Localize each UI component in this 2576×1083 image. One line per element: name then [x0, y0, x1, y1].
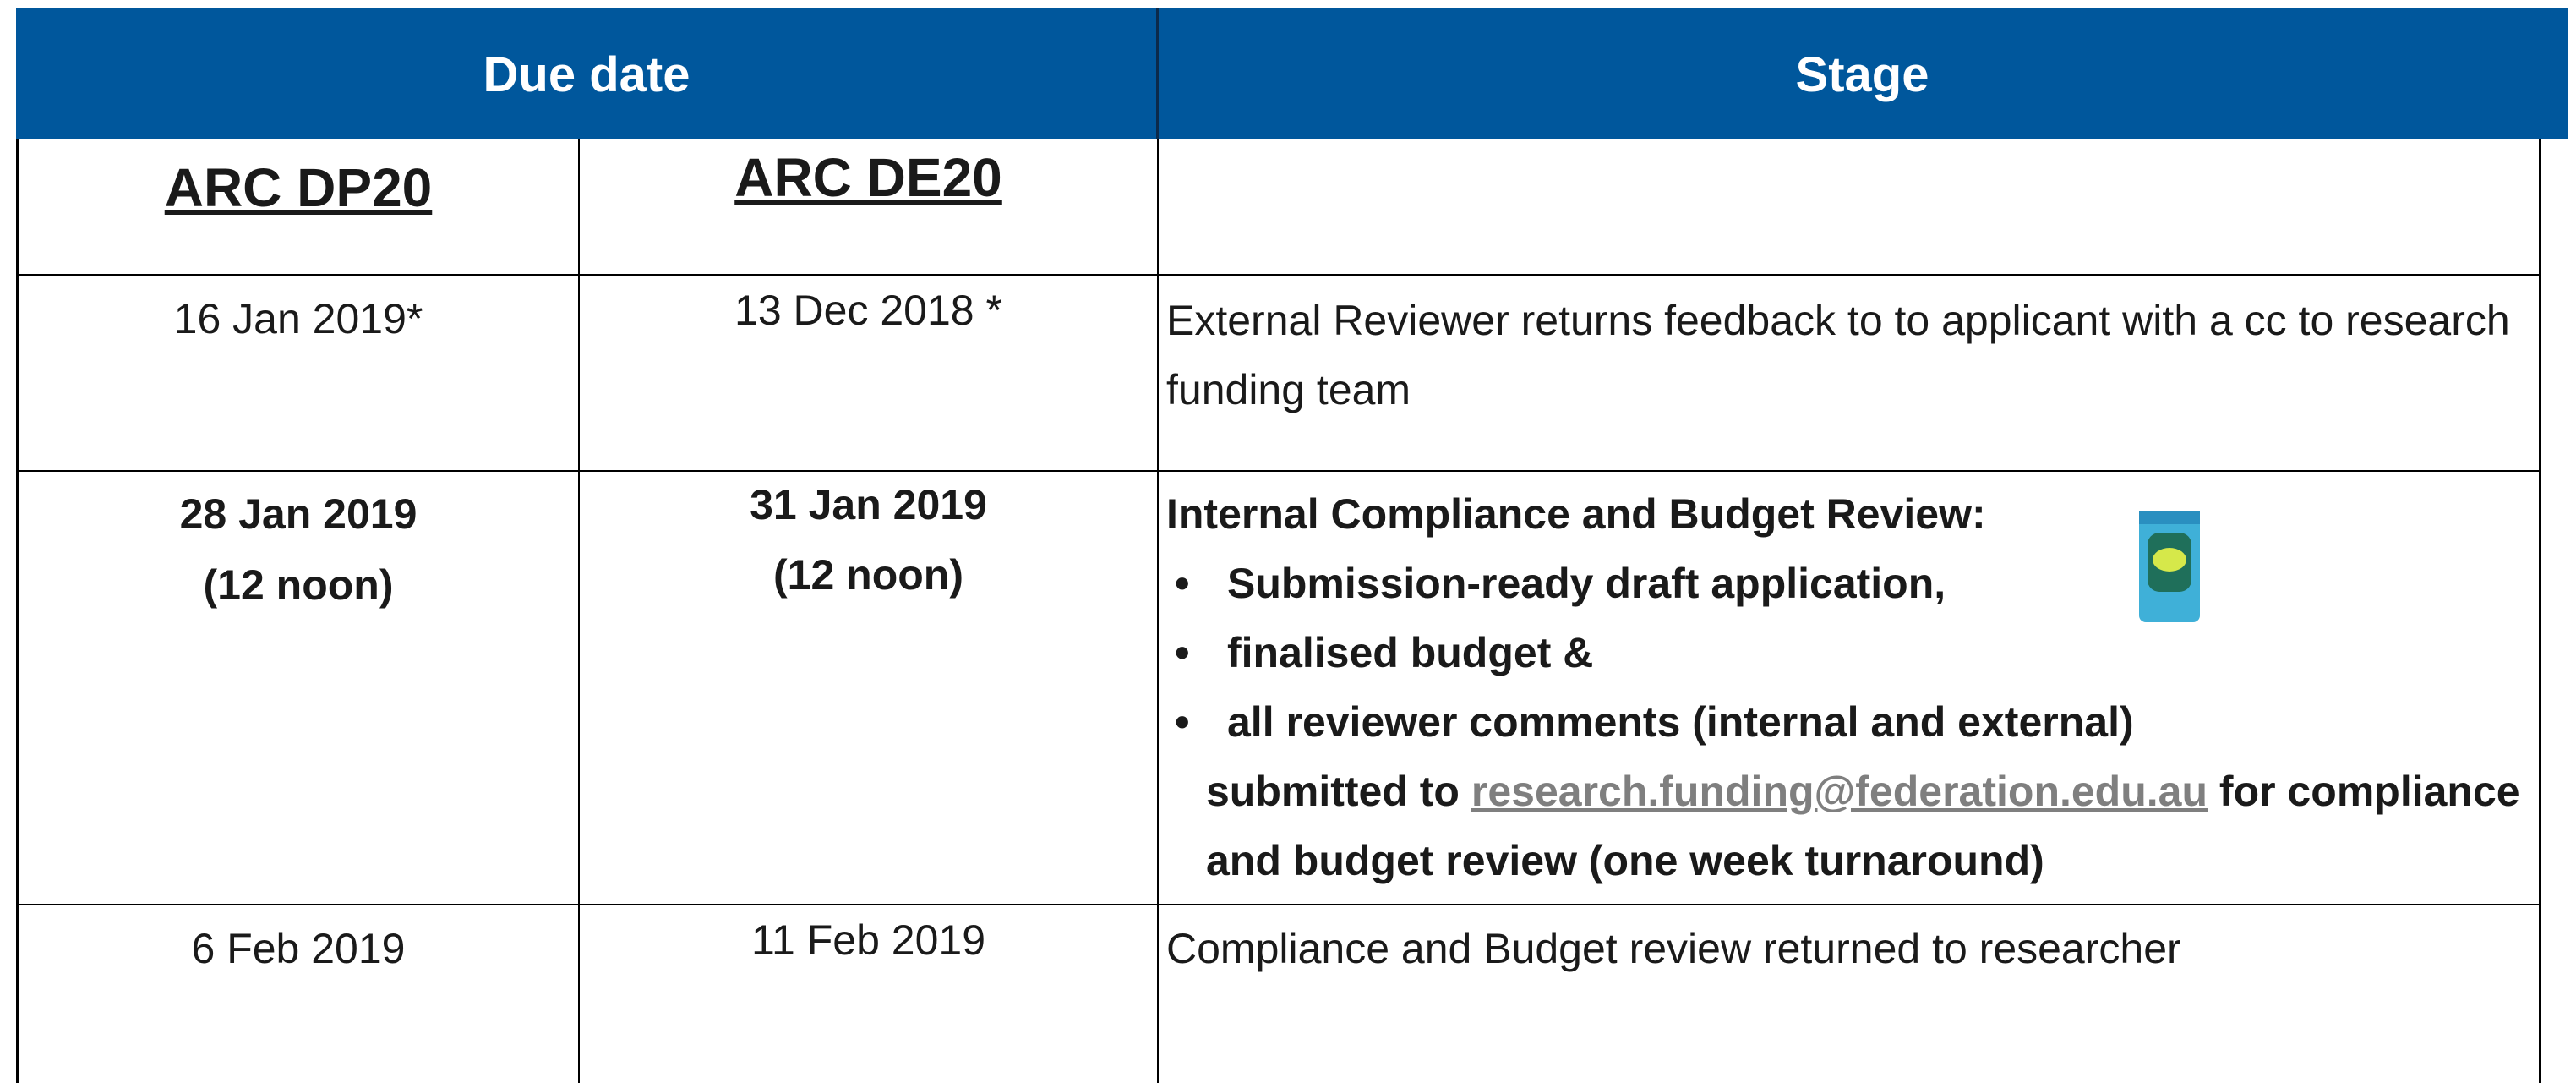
- bullet-text: all reviewer comments (internal and exte…: [1227, 698, 2134, 746]
- date: (12 noon): [773, 551, 963, 599]
- row-line: [16, 470, 2541, 472]
- date: 11 Feb 2019: [750, 916, 986, 964]
- border: [578, 139, 580, 1083]
- email-link[interactable]: research.funding@federation.edu.au: [1471, 768, 2208, 815]
- submit-text: submitted to research.funding@federation…: [1206, 757, 2533, 895]
- bullet: •: [1175, 560, 1190, 607]
- row-line: [16, 904, 2541, 905]
- header-bar: [16, 8, 2568, 139]
- text: for compliance and budget review (one we…: [1206, 768, 2520, 884]
- row-line: [16, 274, 2541, 276]
- stage: Compliance and Budget review returned to…: [1166, 925, 2181, 972]
- header-cell: Stage: [1795, 47, 1929, 102]
- stage-title: Internal Compliance and Budget Review:: [1166, 490, 1986, 538]
- icon-top: [2139, 511, 2200, 524]
- icon-art: [2153, 548, 2186, 572]
- header-divider: [1156, 8, 1159, 139]
- bullet-text: finalised budget &: [1227, 629, 1594, 676]
- bullet: •: [1175, 629, 1190, 676]
- border: [1157, 139, 1159, 1083]
- bullet-item: • all reviewer comments (internal and ext…: [1175, 687, 2495, 757]
- product-icon: [2139, 511, 2200, 622]
- bullet-item: • Submission-ready draft application,: [1175, 549, 2241, 618]
- date: 28 Jan 2019: [179, 490, 418, 538]
- border: [2539, 139, 2541, 1083]
- bullet-item: • finalised budget &: [1175, 618, 2241, 687]
- subheader: ARC DP20: [164, 157, 433, 218]
- date: 13 Dec 2018 *: [734, 287, 1002, 334]
- text: submitted to: [1206, 768, 1460, 815]
- subheader: ARC DE20: [734, 147, 1002, 208]
- stage: External Reviewer returns feedback to to…: [1166, 297, 2510, 413]
- bullet-text: Submission-ready draft application,: [1227, 560, 1946, 607]
- date: 16 Jan 2019*: [173, 295, 423, 342]
- date: 6 Feb 2019: [191, 925, 406, 972]
- date: (12 noon): [203, 561, 394, 609]
- bullet: •: [1175, 698, 1190, 746]
- border: [16, 139, 19, 1083]
- header-cell: Due date: [483, 47, 690, 102]
- date: 31 Jan 2019: [750, 481, 987, 528]
